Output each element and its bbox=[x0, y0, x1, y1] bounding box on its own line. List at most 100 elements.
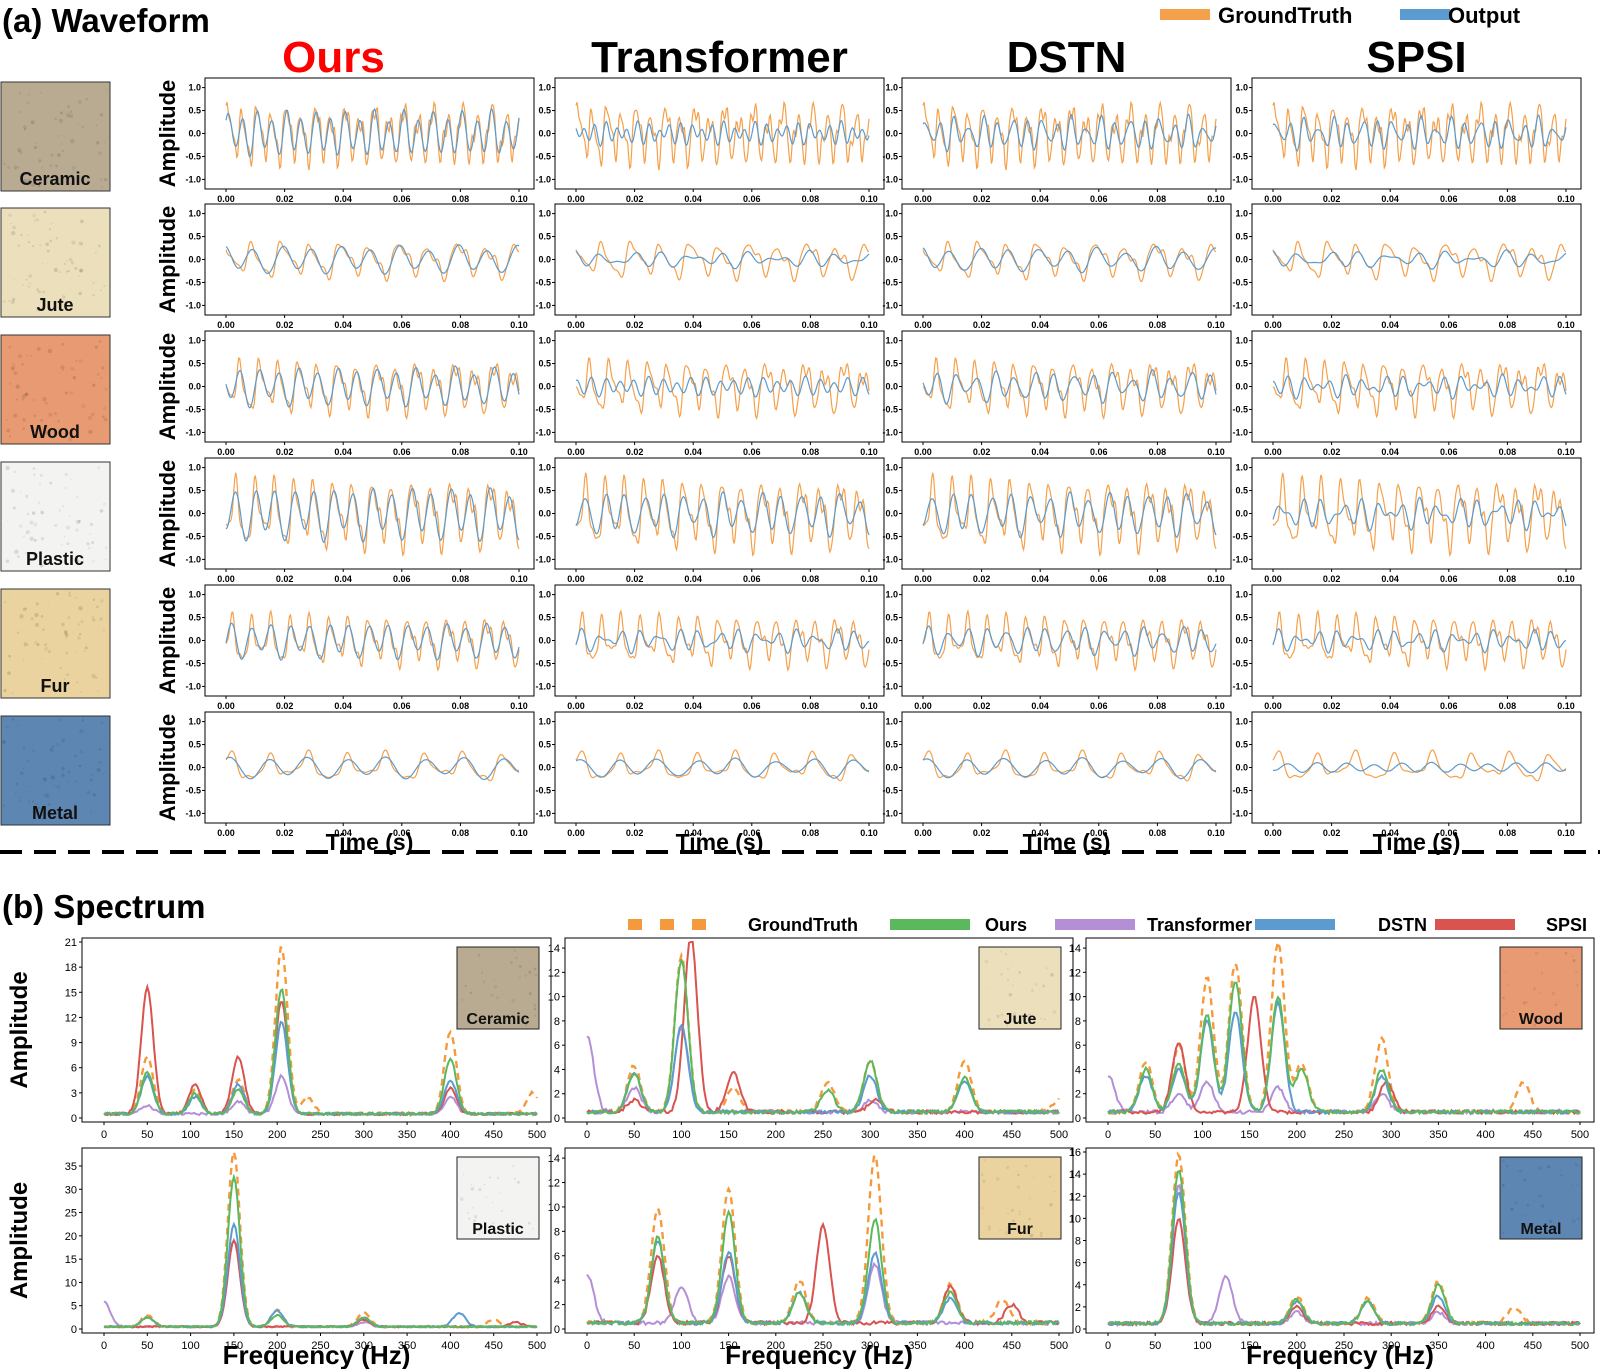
x-tick-label: 0.06 bbox=[1090, 828, 1108, 838]
texture-speck bbox=[57, 135, 60, 137]
y-tick-label: 4 bbox=[554, 1064, 560, 1076]
y-tick-label: -1.0 bbox=[1232, 554, 1248, 564]
x-tick-label: 350 bbox=[398, 1340, 416, 1352]
texture-speck bbox=[55, 592, 60, 596]
y-tick-label: -1.0 bbox=[185, 554, 201, 564]
spectrum-line-transformer bbox=[103, 1073, 538, 1117]
waveform-plot-spsi-metal: -1.0 -0.5 0.0 0.5 1.0 0.00 0.02 0.04 0.06 0.08 0.1… bbox=[1232, 711, 1582, 838]
texture-speck bbox=[60, 111, 64, 115]
texture-speck bbox=[79, 729, 84, 734]
x-tick-label: 300 bbox=[355, 1129, 373, 1141]
texture-speck bbox=[13, 470, 17, 474]
texture-speck bbox=[486, 1014, 489, 1017]
texture-speck bbox=[55, 164, 58, 168]
texture-speck bbox=[1034, 983, 1038, 986]
texture-speck bbox=[61, 543, 63, 546]
texture-speck bbox=[25, 785, 27, 788]
texture-speck bbox=[69, 391, 74, 395]
y-tick-label: 1.0 bbox=[538, 83, 551, 93]
texture-speck bbox=[42, 512, 44, 515]
texture-speck bbox=[98, 339, 102, 343]
texture-speck bbox=[1576, 984, 1579, 987]
y-tick-label: 14 bbox=[548, 1153, 560, 1165]
y-tick-label: -1.0 bbox=[1232, 808, 1248, 818]
spectrum-line-dstn bbox=[586, 1023, 1060, 1116]
texture-speck bbox=[1559, 1169, 1562, 1172]
texture-speck bbox=[1554, 1003, 1558, 1007]
x-tick-label: 0.08 bbox=[1499, 447, 1517, 457]
y-tick-label: 0.5 bbox=[538, 486, 551, 496]
y-tick-label: 14 bbox=[1069, 1169, 1081, 1181]
y-tick-label: -0.5 bbox=[882, 404, 898, 414]
x-tick-label: 400 bbox=[441, 1129, 459, 1141]
y-tick-label: 0.0 bbox=[188, 509, 201, 519]
x-tick-label: 500 bbox=[1571, 1340, 1589, 1352]
x-tick-label: 0.08 bbox=[1149, 447, 1167, 457]
texture-speck bbox=[27, 644, 29, 646]
texture-speck bbox=[66, 542, 70, 546]
x-tick-label: 450 bbox=[1524, 1129, 1542, 1141]
plot-frame bbox=[901, 711, 1232, 824]
waveform-y-axis-label: Amplitude bbox=[155, 80, 180, 188]
y-tick-label: -0.5 bbox=[1232, 531, 1248, 541]
x-tick-label: 0.00 bbox=[567, 194, 585, 204]
texture-speck bbox=[524, 974, 528, 977]
texture-speck bbox=[1504, 1012, 1508, 1015]
texture-speck bbox=[1518, 1170, 1520, 1172]
y-tick-label: 0.5 bbox=[538, 359, 551, 369]
inset-label: Plastic bbox=[472, 1221, 524, 1238]
texture-speck bbox=[38, 183, 41, 186]
texture-speck bbox=[92, 281, 95, 285]
texture-speck bbox=[100, 815, 103, 818]
texture-speck bbox=[58, 271, 62, 274]
spectrum-line-ours bbox=[586, 959, 1060, 1116]
waveform-plot-ours-ceramic: -1.0 -0.5 0.0 0.5 1.0 0.00 0.02 0.04 0.06 0.08 0.1… bbox=[185, 77, 535, 204]
x-tick-label: 500 bbox=[528, 1129, 546, 1141]
texture-speck bbox=[33, 522, 38, 527]
texture-speck bbox=[22, 658, 25, 661]
texture-speck bbox=[1577, 1226, 1579, 1228]
texture-speck bbox=[91, 673, 96, 679]
y-tick-label: 8 bbox=[554, 1016, 560, 1028]
y-tick-label: 18 bbox=[65, 962, 77, 974]
swatch-image bbox=[0, 461, 111, 572]
y-tick-label: 0.0 bbox=[885, 129, 898, 139]
texture-speck bbox=[27, 178, 31, 182]
texture-speck bbox=[493, 978, 496, 981]
groundtruth-line bbox=[575, 749, 870, 782]
y-tick-label: 1.0 bbox=[1235, 336, 1248, 346]
texture-speck bbox=[32, 467, 36, 470]
x-tick-label: 0.08 bbox=[1499, 194, 1517, 204]
y-tick-label: 4 bbox=[1075, 1280, 1081, 1292]
waveform-plot-transformer-jute: -1.0 -0.5 0.0 0.5 1.0 0.00 0.02 0.04 0.06 0.08 0.1… bbox=[535, 203, 885, 330]
texture-speck bbox=[66, 113, 71, 118]
x-tick-label: 250 bbox=[814, 1129, 832, 1141]
x-tick-label: 0.00 bbox=[914, 828, 932, 838]
column-title-spsi: SPSI bbox=[1366, 33, 1466, 82]
y-tick-label: 0.5 bbox=[538, 740, 551, 750]
y-tick-label: 8 bbox=[554, 1226, 560, 1238]
y-tick-label: -1.0 bbox=[535, 427, 551, 437]
texture-speck bbox=[99, 617, 103, 621]
legend-line-spsi bbox=[1435, 919, 1515, 930]
texture-speck bbox=[44, 430, 50, 435]
waveform-plot-dstn-fur: -1.0 -0.5 0.0 0.5 1.0 0.00 0.02 0.04 0.06 0.08 0.1… bbox=[882, 584, 1232, 711]
x-tick-label: 0.00 bbox=[567, 828, 585, 838]
texture-speck bbox=[33, 414, 37, 418]
texture-speck bbox=[3, 688, 7, 693]
spectrum-line-transformer bbox=[103, 1237, 538, 1329]
texture-speck bbox=[49, 747, 54, 752]
y-tick-label: 0.0 bbox=[538, 763, 551, 773]
swatch-ceramic: Ceramic bbox=[0, 81, 111, 192]
texture-speck bbox=[490, 993, 494, 998]
texture-speck bbox=[18, 524, 23, 529]
y-tick-label: 0.5 bbox=[885, 740, 898, 750]
texture-speck bbox=[1537, 1166, 1542, 1170]
y-tick-label: 12 bbox=[1069, 967, 1081, 979]
y-tick-label: 0.0 bbox=[1235, 509, 1248, 519]
texture-speck bbox=[12, 506, 16, 510]
x-tick-label: 250 bbox=[814, 1340, 832, 1352]
texture-speck bbox=[21, 394, 27, 399]
column-title-transformer: Transformer bbox=[591, 33, 848, 82]
x-tick-label: 0.04 bbox=[334, 828, 352, 838]
